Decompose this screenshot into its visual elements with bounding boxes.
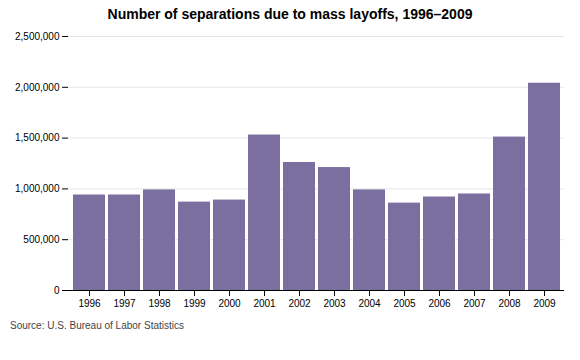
svg-text:2002: 2002 xyxy=(288,298,311,309)
svg-text:2,000,000: 2,000,000 xyxy=(15,82,60,93)
svg-text:2005: 2005 xyxy=(393,298,416,309)
html-text:Source: U.S. Bureau of Labor S: Source: U.S. Bureau of Labor Statistics xyxy=(10,320,184,331)
svg-text:2007: 2007 xyxy=(463,298,486,309)
svg-text:2000: 2000 xyxy=(218,298,241,309)
svg-text:1999: 1999 xyxy=(183,298,206,309)
svg-text:2008: 2008 xyxy=(498,298,521,309)
svg-text:1996: 1996 xyxy=(78,298,101,309)
svg-text:2004: 2004 xyxy=(358,298,381,309)
svg-text:0: 0 xyxy=(54,285,60,296)
svg-text:1998: 1998 xyxy=(148,298,171,309)
html-text:Number of separations due to m: Number of separations due to mass layoff… xyxy=(107,6,473,22)
svg-text:2009: 2009 xyxy=(533,298,556,309)
svg-text:1,500,000: 1,500,000 xyxy=(15,132,60,143)
svg-text:1,000,000: 1,000,000 xyxy=(15,183,60,194)
svg-text:2003: 2003 xyxy=(323,298,346,309)
svg-text:2001: 2001 xyxy=(253,298,276,309)
svg-text:1997: 1997 xyxy=(113,298,136,309)
svg-text:500,000: 500,000 xyxy=(23,234,60,245)
svg-text:2006: 2006 xyxy=(428,298,451,309)
svg-text:2,500,000: 2,500,000 xyxy=(15,31,60,42)
